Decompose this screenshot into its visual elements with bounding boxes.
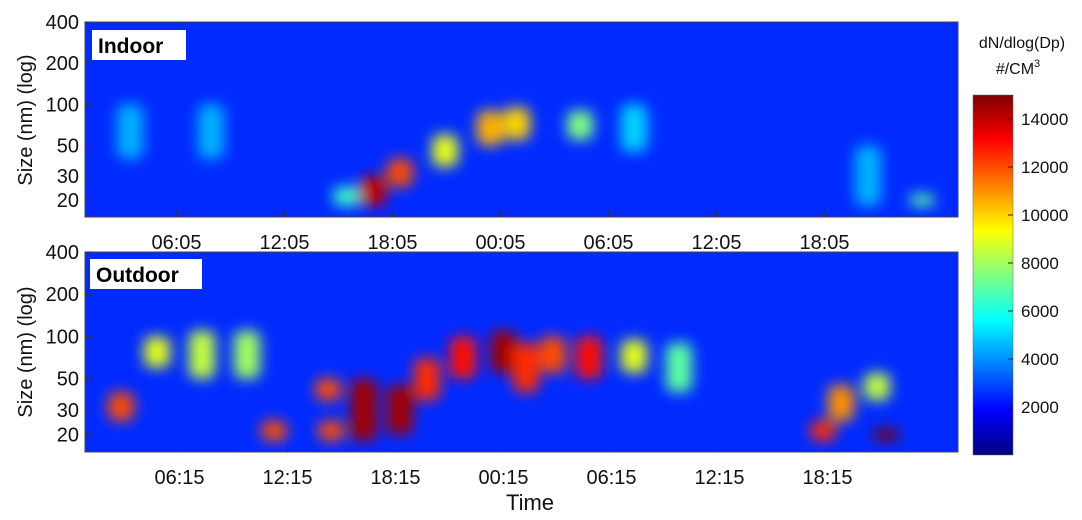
outdoor-panel-label: Outdoor — [96, 264, 179, 287]
y-tick-label: 400 — [46, 242, 79, 264]
colorbar-tick-label: 12000 — [1021, 158, 1068, 177]
heatmap-cell — [810, 420, 836, 441]
x-tick-label: 12:15 — [694, 467, 744, 489]
colorbar-unit-superscript: 3 — [1034, 58, 1040, 70]
heatmap-cell — [117, 104, 143, 159]
heatmap-cell — [315, 378, 341, 401]
heatmap-cell — [333, 186, 359, 207]
heatmap-cell — [540, 336, 566, 373]
x-tick-label: 06:15 — [154, 467, 204, 489]
y-tick-label: 50 — [57, 369, 79, 391]
heatmap-cell — [504, 107, 530, 140]
heatmap-cell — [621, 104, 647, 152]
outdoor-x-axis: 06:15 12:15 18:15 00:15 06:15 12:15 18:15 — [154, 446, 853, 489]
indoor-y-axis-label: Size (nm) (log) — [15, 54, 37, 185]
y-tick-label: 20 — [57, 424, 79, 446]
y-tick-label: 30 — [57, 166, 79, 188]
heatmap-cell — [189, 330, 215, 379]
heatmap-cell — [234, 330, 260, 379]
x-tick-label: 06:05 — [151, 232, 201, 254]
x-tick-label: 00:05 — [475, 232, 525, 254]
colorbar: dN/dlog(Dp) #/CM3 2000 4000 6000 8000 10000 1… — [972, 35, 1068, 456]
heatmap-cell — [432, 134, 458, 167]
colorbar-tick-label: 4000 — [1021, 350, 1059, 369]
colorbar-title-line2: #/CM3 — [996, 58, 1040, 78]
y-tick-label: 30 — [57, 400, 79, 422]
outdoor-heatmap-cells — [108, 330, 899, 441]
heatmap-cell — [261, 420, 287, 441]
y-tick-label: 400 — [46, 12, 79, 34]
x-tick-label: 12:15 — [262, 467, 312, 489]
y-tick-label: 100 — [46, 94, 79, 116]
heatmap-cell — [490, 330, 517, 373]
heatmap-cell — [909, 194, 935, 207]
colorbar-tick-label: 8000 — [1021, 254, 1059, 273]
indoor-panel-label: Indoor — [98, 35, 163, 58]
x-tick-label: 12:05 — [259, 232, 309, 254]
heatmap-cell — [576, 336, 602, 379]
colorbar-tick-label: 10000 — [1021, 206, 1068, 225]
heatmap-cell — [621, 339, 647, 373]
heatmap-cell — [873, 428, 899, 441]
heatmap-cell — [387, 385, 413, 435]
colorbar-gradient — [972, 94, 1014, 456]
x-tick-label: 18:05 — [799, 232, 849, 254]
indoor-heatmap-cells — [117, 104, 935, 207]
heatmap-cell — [144, 336, 170, 368]
heatmap-cell — [567, 110, 593, 140]
outdoor-label-box — [90, 259, 202, 289]
heatmap-cell — [318, 420, 344, 441]
indoor-x-axis: 06:05 12:05 18:05 00:05 06:05 12:05 18:05 — [151, 211, 850, 254]
heatmap-cell — [450, 336, 476, 379]
heatmap-cell — [666, 342, 692, 393]
x-tick-label: 00:15 — [478, 467, 528, 489]
heatmap-cell — [414, 358, 440, 401]
x-tick-label: 18:15 — [370, 467, 420, 489]
heatmap-cell — [387, 158, 413, 187]
y-tick-label: 20 — [57, 190, 79, 212]
colorbar-tick-label: 2000 — [1021, 398, 1059, 417]
colorbar-unit-text: #/CM — [996, 61, 1034, 78]
heatmap-cell — [513, 342, 539, 393]
heatmap-cell — [360, 175, 386, 207]
x-tick-label: 06:05 — [583, 232, 633, 254]
x-tick-label: 12:05 — [691, 232, 741, 254]
colorbar-tick-label: 6000 — [1021, 302, 1059, 321]
y-tick-label: 200 — [46, 53, 79, 75]
x-tick-label: 06:15 — [586, 467, 636, 489]
heatmap-cell — [108, 392, 134, 421]
x-tick-label: 18:15 — [802, 467, 852, 489]
outdoor-plot-frame — [84, 251, 959, 453]
colorbar-ticks: 2000 4000 6000 8000 10000 12000 14000 — [1008, 110, 1068, 417]
x-tick-label: 18:05 — [367, 232, 417, 254]
heatmap-cell — [477, 110, 503, 146]
heatmap-cell — [855, 145, 881, 207]
indoor-label-box — [92, 30, 186, 60]
x-axis-label: Time — [506, 490, 554, 515]
colorbar-tick-label: 14000 — [1021, 110, 1068, 129]
colorbar-title-line1: dN/dlog(Dp) — [979, 35, 1065, 52]
y-tick-label: 200 — [46, 284, 79, 306]
heatmap-cell — [864, 372, 890, 401]
y-tick-label: 50 — [57, 135, 79, 157]
heatmap-cell — [828, 385, 854, 421]
y-tick-label: 100 — [46, 326, 79, 348]
indoor-plot-frame — [84, 21, 959, 218]
heatmap-cell — [351, 378, 377, 441]
heatmap-cell — [198, 104, 224, 159]
outdoor-y-axis-label: Size (nm) (log) — [15, 286, 37, 417]
